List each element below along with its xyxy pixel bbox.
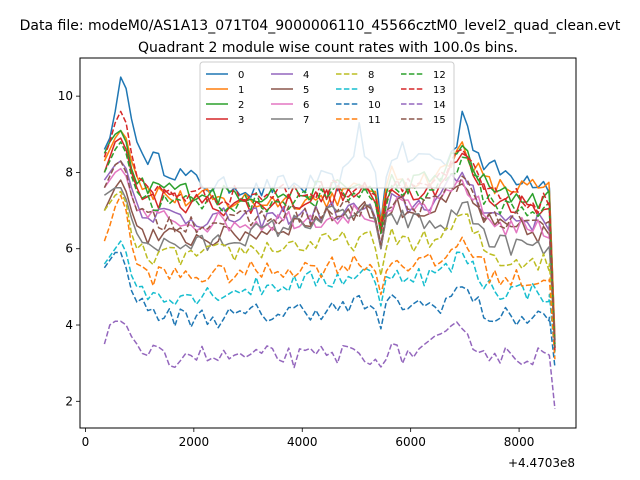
x-tick-label: 8000 [504, 435, 535, 449]
legend-label-0: 0 [238, 70, 244, 81]
figure-suptitle: Data file: modeM0/AS1A13_071T04_90000061… [20, 18, 621, 34]
series-line-5 [103, 179, 556, 348]
legend-label-7: 7 [303, 115, 309, 126]
legend-label-15: 15 [433, 115, 446, 126]
y-tick-label: 10 [58, 89, 73, 103]
series-line-7 [103, 186, 556, 341]
series-line-12 [103, 141, 556, 348]
legend-label-14: 14 [433, 100, 446, 111]
x-tick-label: 2000 [179, 435, 210, 449]
legend-label-2: 2 [238, 100, 244, 111]
x-offset-label: +4.4703e8 [508, 456, 575, 470]
series-line-8 [103, 190, 556, 345]
y-axis: 2 4 6 8 10 [58, 89, 80, 408]
legend-label-11: 11 [368, 115, 381, 126]
series-line-11 [103, 194, 556, 360]
legend-label-5: 5 [303, 85, 309, 96]
legend-label-3: 3 [238, 115, 244, 126]
x-tick-label: 0 [82, 435, 90, 449]
legend-label-9: 9 [368, 85, 374, 96]
legend-label-1: 1 [238, 85, 244, 96]
x-axis: 0 2000 4000 6000 8000 [82, 428, 535, 449]
y-tick-label: 4 [65, 318, 73, 332]
legend-label-12: 12 [433, 70, 446, 81]
x-tick-label: 4000 [287, 435, 318, 449]
chart-title: Quadrant 2 module wise count rates with … [138, 40, 518, 56]
series-line-6 [103, 167, 556, 345]
series-line-14 [103, 320, 556, 409]
axes-frame [79, 57, 577, 429]
series-line-13 [103, 110, 556, 352]
legend-label-8: 8 [368, 70, 374, 81]
x-tick-label: 6000 [395, 435, 426, 449]
legend-label-13: 13 [433, 85, 446, 96]
legend-label-4: 4 [303, 70, 309, 81]
series-line-9 [103, 240, 556, 356]
legend-label-10: 10 [368, 100, 381, 111]
y-tick-label: 8 [65, 165, 73, 179]
plot-lines [103, 76, 556, 409]
y-tick-label: 2 [65, 394, 73, 408]
legend-label-6: 6 [303, 100, 309, 111]
series-line-15 [103, 160, 556, 348]
legend-box [199, 61, 455, 189]
y-tick-label: 6 [65, 242, 73, 256]
series-line-10 [103, 251, 556, 368]
